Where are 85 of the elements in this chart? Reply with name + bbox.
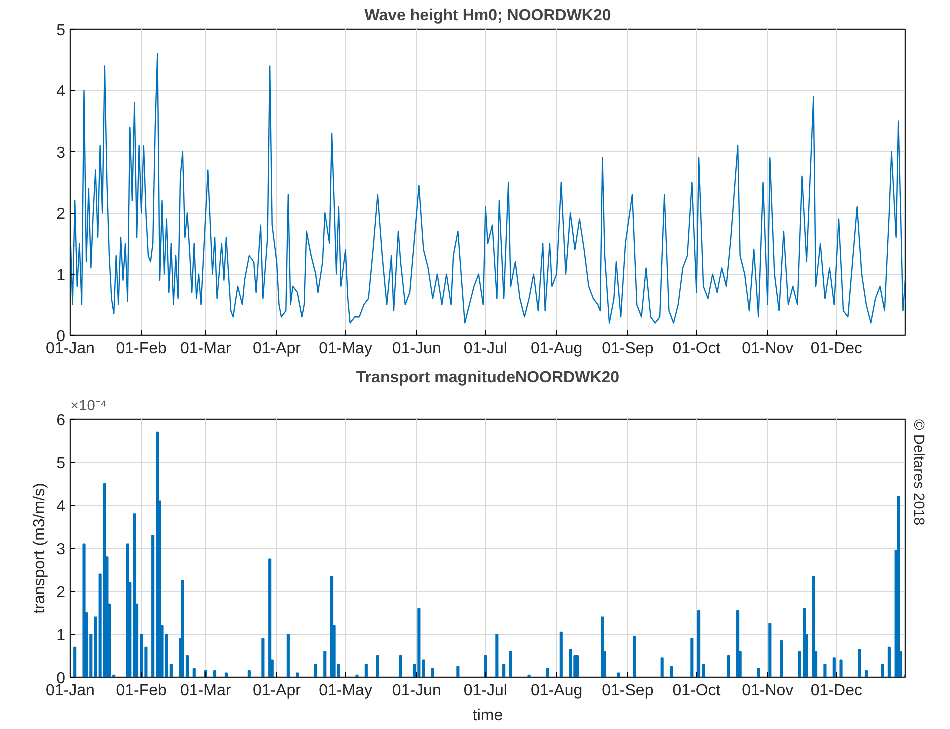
bar	[324, 651, 327, 678]
x-tick-label: 01-Jul	[464, 682, 508, 700]
bar	[314, 664, 318, 678]
bar	[456, 666, 460, 678]
y-tick-label: 3	[56, 542, 66, 558]
x-tick-label: 01-Sep	[602, 682, 654, 700]
y-tick-label: 4	[56, 498, 66, 516]
x-tick-label: 01-Jun	[392, 340, 442, 358]
y-tick-label: 5	[56, 456, 66, 472]
bar	[881, 664, 884, 678]
bar	[864, 670, 868, 678]
bar	[268, 558, 272, 678]
bar	[484, 656, 488, 678]
bar	[546, 668, 550, 678]
x-tick-label: 01-Feb	[116, 340, 168, 358]
bar	[698, 610, 701, 678]
y-tick-label: 2	[56, 206, 66, 224]
chart-title: Wave height Hm0; NOORDWK20	[364, 8, 612, 24]
y-tick-label: 4	[56, 84, 66, 101]
bar	[296, 672, 300, 678]
bar	[376, 656, 380, 678]
bar	[224, 672, 228, 678]
bar	[617, 672, 620, 678]
bar	[768, 623, 772, 678]
x-axis-title: time	[472, 708, 504, 724]
x-tick-label: 01-Sep	[602, 340, 654, 358]
x-tick-label: 01-Nov	[742, 340, 794, 358]
bar	[660, 658, 664, 678]
x-tick-label: 01-Jun	[392, 682, 442, 700]
bar	[601, 616, 604, 678]
y-axis-title: transport (m3/m/s)	[32, 483, 49, 614]
bar	[356, 674, 359, 678]
bar	[840, 660, 843, 678]
bar	[248, 670, 251, 678]
y-tick-label: 1	[56, 267, 66, 284]
bar	[824, 664, 827, 678]
x-tick-label: 01-Feb	[116, 682, 168, 700]
x-tick-label: 01-Mar	[180, 340, 232, 358]
x-tick-label: 01-Mar	[180, 682, 232, 700]
x-tick-label: 01-Oct	[672, 682, 722, 700]
bar	[897, 496, 900, 678]
y-tick-label: 5	[56, 22, 66, 40]
x-tick-label: 01-Oct	[672, 340, 722, 358]
bar	[812, 576, 816, 678]
bar	[858, 649, 862, 678]
chart-title: Transport magnitudeNOORDWK20	[356, 370, 620, 386]
bar	[431, 668, 434, 678]
y-tick-label: 3	[56, 144, 66, 162]
x-tick-label: 01-May	[319, 682, 372, 700]
bar	[670, 666, 674, 678]
bar	[757, 668, 760, 678]
bar	[832, 658, 836, 678]
x-tick-label: 01-Aug	[531, 682, 583, 700]
bar	[496, 634, 499, 678]
bar	[560, 632, 563, 678]
bar	[213, 670, 217, 678]
bar	[569, 649, 572, 678]
text: © Deltares 2018	[910, 420, 926, 526]
bar	[192, 668, 196, 678]
x-tick-label: 01-Jul	[464, 340, 508, 358]
x-tick-label: 01-Nov	[742, 682, 794, 700]
x-tick-label: 01-Apr	[252, 340, 302, 358]
bar	[736, 610, 740, 678]
bar	[82, 544, 86, 678]
y-tick-label: 2	[56, 584, 66, 602]
x-tick-label: 01-Apr	[252, 682, 302, 700]
bar	[888, 646, 891, 678]
bar	[74, 646, 77, 678]
text: ×10⁻⁴	[70, 398, 107, 414]
x-tick-label: 01-Dec	[810, 682, 862, 700]
bar	[633, 636, 636, 678]
bar	[690, 638, 694, 678]
bar	[286, 634, 290, 678]
y-tick-label: 6	[56, 412, 66, 430]
x-tick-label: 01-May	[319, 340, 372, 358]
bar	[502, 664, 506, 678]
x-tick-label: 01-Aug	[531, 340, 583, 358]
bar	[727, 656, 730, 678]
bar	[780, 640, 784, 678]
x-tick-label: 01-Dec	[810, 340, 862, 358]
bar	[262, 638, 265, 678]
bar	[364, 664, 368, 678]
bar	[399, 656, 402, 678]
bar	[509, 651, 512, 678]
y-tick-label: 1	[56, 628, 66, 644]
